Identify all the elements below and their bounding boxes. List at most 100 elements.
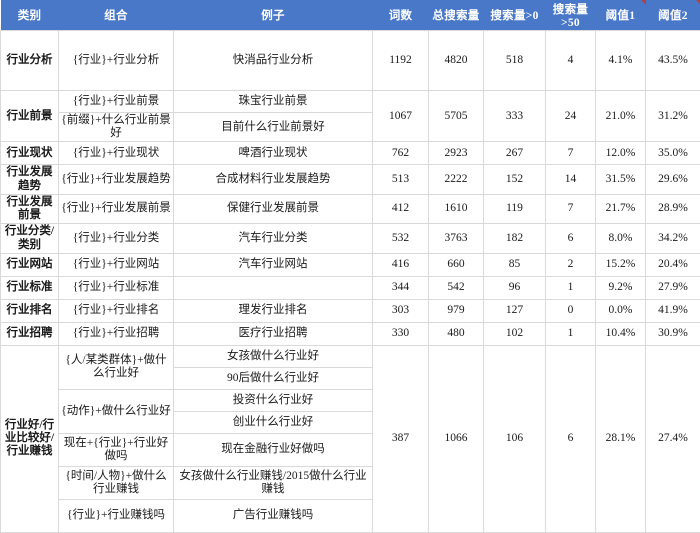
cell-category: 行业好/行业比较好/行业赚钱 xyxy=(1,345,59,532)
cell-search-gt-50: 7 xyxy=(546,142,596,165)
cell-word-count: 1192 xyxy=(373,31,429,91)
cell-combination: {动作}+做什么行业好 xyxy=(59,389,174,433)
cell-combination: {行业}+行业分析 xyxy=(59,31,174,91)
cell-total-search: 480 xyxy=(429,322,484,345)
cell-search-gt-0: 333 xyxy=(484,91,546,142)
column-header-category: 类别 xyxy=(1,0,59,31)
cell-search-gt-50: 14 xyxy=(546,165,596,194)
cell-search-gt-50: 6 xyxy=(546,345,596,532)
cell-threshold-2: 34.2% xyxy=(646,224,700,253)
cell-threshold-2: 31.2% xyxy=(646,91,700,142)
cell-total-search: 4820 xyxy=(429,31,484,91)
cell-example: 保健行业发展前景 xyxy=(174,194,373,223)
cell-search-gt-0: 102 xyxy=(484,322,546,345)
cell-combination: {行业}+行业发展前景 xyxy=(59,194,174,223)
cell-combination: {前缀}+什么行业前景好 xyxy=(59,113,174,142)
cell-category: 行业招聘 xyxy=(1,322,59,345)
cell-combination: {行业}+行业赚钱吗 xyxy=(59,499,174,532)
cell-word-count: 532 xyxy=(373,224,429,253)
cell-threshold-1: 9.2% xyxy=(596,276,646,299)
cell-combination: {行业}+行业招聘 xyxy=(59,322,174,345)
cell-search-gt-0: 518 xyxy=(484,31,546,91)
column-header-example: 例子 xyxy=(174,0,373,31)
cell-search-gt-0: 106 xyxy=(484,345,546,532)
column-header-search-gt-0: 搜索量>0 xyxy=(484,0,546,31)
cell-combination: {行业}+行业标准 xyxy=(59,276,174,299)
cell-category: 行业网站 xyxy=(1,253,59,276)
cell-threshold-2: 30.9% xyxy=(646,322,700,345)
cell-search-gt-50: 4 xyxy=(546,31,596,91)
cell-category: 行业前景 xyxy=(1,91,59,142)
cell-example: 广告行业赚钱吗 xyxy=(174,499,373,532)
cell-example xyxy=(174,276,373,299)
cell-threshold-1: 31.5% xyxy=(596,165,646,194)
cell-total-search: 660 xyxy=(429,253,484,276)
cell-search-gt-0: 267 xyxy=(484,142,546,165)
cell-threshold-2: 27.9% xyxy=(646,276,700,299)
cell-word-count: 387 xyxy=(373,345,429,532)
cell-combination: {时间/人物}+做什么行业赚钱 xyxy=(59,466,174,499)
cell-example: 现在金融行业好做吗 xyxy=(174,433,373,466)
cell-example: 创业什么行业好 xyxy=(174,411,373,433)
cell-search-gt-0: 85 xyxy=(484,253,546,276)
cell-category: 行业发展前景 xyxy=(1,194,59,223)
cell-search-gt-50: 2 xyxy=(546,253,596,276)
cell-example: 啤酒行业现状 xyxy=(174,142,373,165)
cell-word-count: 330 xyxy=(373,322,429,345)
cell-category: 行业排名 xyxy=(1,299,59,322)
cell-threshold-2: 29.6% xyxy=(646,165,700,194)
cell-word-count: 762 xyxy=(373,142,429,165)
cell-combination: {行业}+行业网站 xyxy=(59,253,174,276)
cell-search-gt-50: 24 xyxy=(546,91,596,142)
cell-example: 快消品行业分析 xyxy=(174,31,373,91)
cell-search-gt-50: 7 xyxy=(546,194,596,223)
cell-example: 合成材料行业发展趋势 xyxy=(174,165,373,194)
cell-search-gt-50: 1 xyxy=(546,322,596,345)
header-row: 类别 组合 例子 词数 总搜索量 搜索量>0 搜索量>50 阈值1 阈值2 xyxy=(1,0,700,31)
cell-search-gt-50: 6 xyxy=(546,224,596,253)
cell-threshold-1: 28.1% xyxy=(596,345,646,532)
cell-example: 90后做什么行业好 xyxy=(174,367,373,389)
cell-category: 行业分析 xyxy=(1,31,59,91)
cell-combination: {行业}+行业分类 xyxy=(59,224,174,253)
cell-search-gt-50: 0 xyxy=(546,299,596,322)
cell-word-count: 412 xyxy=(373,194,429,223)
cell-example: 医疗行业招聘 xyxy=(174,322,373,345)
cell-total-search: 2923 xyxy=(429,142,484,165)
column-header-search-gt-50: 搜索量>50 xyxy=(546,0,596,31)
cell-threshold-2: 41.9% xyxy=(646,299,700,322)
cell-threshold-2: 27.4% xyxy=(646,345,700,532)
cell-threshold-2: 20.4% xyxy=(646,253,700,276)
cell-threshold-2: 43.5% xyxy=(646,31,700,91)
cell-example: 珠宝行业前景 xyxy=(174,91,373,113)
column-header-threshold-1: 阈值1 xyxy=(596,0,646,31)
cell-total-search: 1066 xyxy=(429,345,484,532)
cell-threshold-1: 21.0% xyxy=(596,91,646,142)
cell-search-gt-0: 96 xyxy=(484,276,546,299)
cell-example: 理发行业排名 xyxy=(174,299,373,322)
cell-example: 投资什么行业好 xyxy=(174,389,373,411)
cell-threshold-1: 21.7% xyxy=(596,194,646,223)
cell-search-gt-0: 182 xyxy=(484,224,546,253)
cell-word-count: 303 xyxy=(373,299,429,322)
cell-threshold-2: 35.0% xyxy=(646,142,700,165)
cell-threshold-1: 10.4% xyxy=(596,322,646,345)
cell-threshold-1: 15.2% xyxy=(596,253,646,276)
cell-example: 女孩做什么行业好 xyxy=(174,345,373,367)
column-header-combination: 组合 xyxy=(59,0,174,31)
column-header-threshold-2: 阈值2 xyxy=(646,0,700,31)
cell-search-gt-50: 1 xyxy=(546,276,596,299)
cell-category: 行业现状 xyxy=(1,142,59,165)
cell-combination: {人/某类群体}+做什么行业好 xyxy=(59,345,174,389)
cell-threshold-1: 4.1% xyxy=(596,31,646,91)
cell-category: 行业发展趋势 xyxy=(1,165,59,194)
